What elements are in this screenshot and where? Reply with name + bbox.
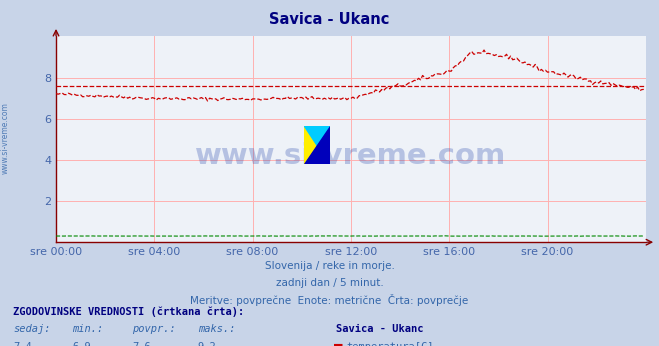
Text: www.si-vreme.com: www.si-vreme.com (195, 142, 507, 170)
Polygon shape (304, 126, 330, 164)
Text: Savica - Ukanc: Savica - Ukanc (336, 324, 424, 334)
Text: Meritve: povprečne  Enote: metrične  Črta: povprečje: Meritve: povprečne Enote: metrične Črta:… (190, 294, 469, 307)
Text: ZGODOVINSKE VREDNOSTI (črtkana črta):: ZGODOVINSKE VREDNOSTI (črtkana črta): (13, 306, 244, 317)
Text: sedaj:: sedaj: (13, 324, 51, 334)
Text: zadnji dan / 5 minut.: zadnji dan / 5 minut. (275, 278, 384, 288)
Text: www.si-vreme.com: www.si-vreme.com (1, 102, 10, 174)
Polygon shape (304, 126, 330, 164)
Text: 7,6: 7,6 (132, 342, 150, 346)
Text: temperatura[C]: temperatura[C] (346, 342, 434, 346)
Polygon shape (304, 126, 330, 164)
Text: 6,9: 6,9 (72, 342, 91, 346)
Text: min.:: min.: (72, 324, 103, 334)
Text: povpr.:: povpr.: (132, 324, 175, 334)
Text: 9,2: 9,2 (198, 342, 216, 346)
Text: maks.:: maks.: (198, 324, 235, 334)
Text: Slovenija / reke in morje.: Slovenija / reke in morje. (264, 261, 395, 271)
Text: Savica - Ukanc: Savica - Ukanc (270, 12, 389, 27)
Text: ■: ■ (333, 342, 343, 346)
Text: 7,4: 7,4 (13, 342, 32, 346)
